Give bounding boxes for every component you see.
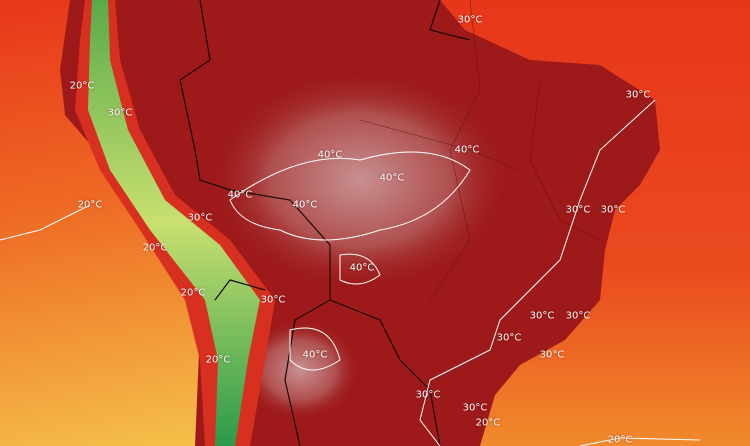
isotherm-label: 30°C [529,310,555,322]
isotherm-label: 40°C [227,189,253,201]
isotherm-label: 30°C [462,402,488,414]
isotherm-contours [0,99,701,446]
isotherm-label: 30°C [496,332,522,344]
isotherm-label: 40°C [379,172,405,184]
isotherm-label: 30°C [625,89,651,101]
isotherm-label: 30°C [260,294,286,306]
isotherm-label: 30°C [107,107,133,119]
isotherm-label: 20°C [475,417,501,429]
isotherm-label: 30°C [539,349,565,361]
isotherm-label: 40°C [349,262,375,274]
isotherm-label: 20°C [205,354,231,366]
isotherm-label: 40°C [454,144,480,156]
extreme-heat-zone-south [240,320,360,420]
isotherm-label: 20°C [142,242,168,254]
isotherm-label: 30°C [457,14,483,26]
isotherm-label: 30°C [415,389,441,401]
state-borders [359,0,601,301]
extreme-heat-zone [210,70,510,290]
isotherm-label: 30°C [187,212,213,224]
isotherm-label: 40°C [292,199,318,211]
isotherm-label: 40°C [317,149,343,161]
isotherm-label: 20°C [607,434,633,446]
isotherm-label: 20°C [180,287,206,299]
isotherm-label: 30°C [565,310,591,322]
isotherm-label: 20°C [77,199,103,211]
isotherm-label: 30°C [600,204,626,216]
andes-highlands [88,0,260,446]
isotherm-label: 20°C [69,80,95,92]
country-borders [179,0,471,446]
isotherm-label: 40°C [302,349,328,361]
isotherm-label: 30°C [565,204,591,216]
